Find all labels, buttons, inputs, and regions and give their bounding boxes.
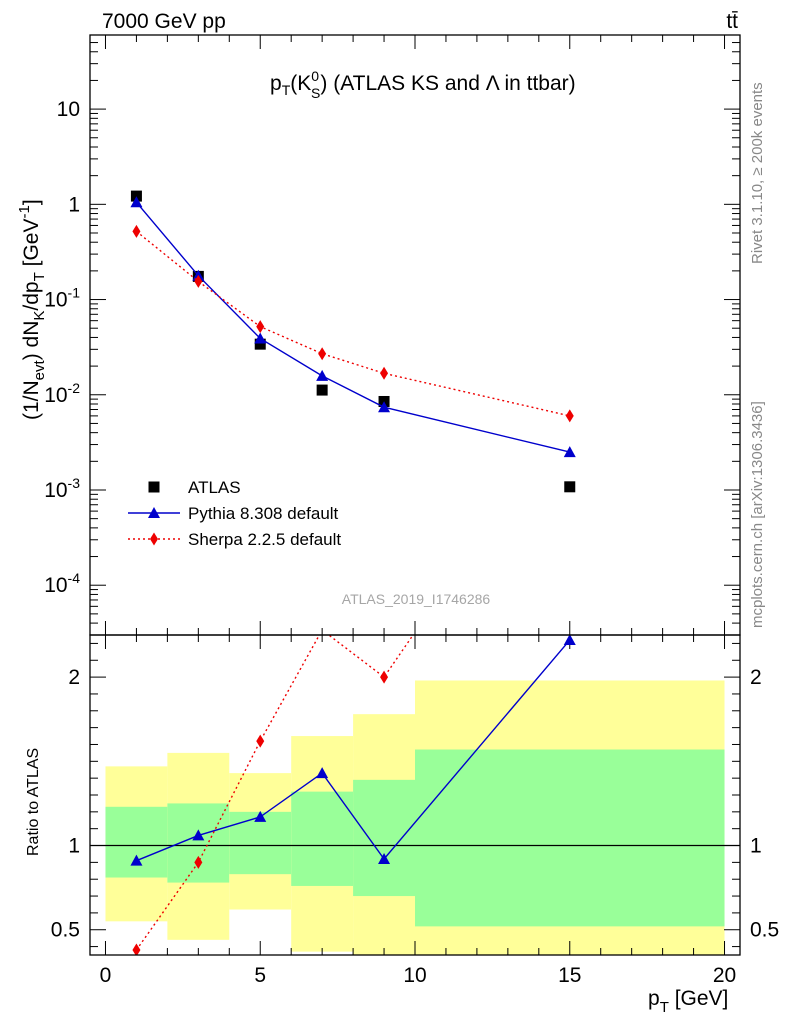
ratio-xtick-label: 20 (713, 964, 736, 987)
legend-marker-2 (150, 532, 158, 546)
ratio-point-1-2 (256, 734, 265, 748)
ratio-series (130, 635, 576, 955)
main-point-2-4 (380, 366, 389, 380)
ratio-point-0-0 (130, 854, 143, 866)
main-plot-title: pT(K0 S) (ATLAS KS and Λ in ttbar) (270, 68, 576, 101)
main-ytick-label: 10-4 (44, 570, 80, 597)
main-point-2-5 (565, 409, 574, 423)
main-ytick-label: 1 (68, 193, 80, 216)
ratio-ytick-label-right: 1 (750, 835, 762, 858)
legend-label-2: Sherpa 2.2.5 default (188, 530, 341, 549)
ratio-point-1-4 (380, 670, 389, 684)
ratio-y-axis-label: Ratio to ATLAS (25, 748, 42, 856)
main-point-0-5 (564, 481, 576, 493)
main-point-2-1 (194, 274, 203, 288)
analysis-id: ATLAS_2019_I1746286 (342, 591, 491, 607)
band-inner-3 (291, 791, 354, 886)
main-point-1-5 (563, 446, 576, 458)
legend-label-0: ATLAS (188, 478, 241, 497)
band-inner-5 (415, 749, 725, 927)
ratio-point-0-5 (563, 635, 576, 646)
ratio-xtick-label: 5 (254, 964, 266, 987)
header-right: tt̄ (726, 10, 738, 33)
main-point-1-2 (254, 332, 267, 344)
main-point-2-0 (132, 224, 141, 238)
main-line-1 (135, 201, 570, 453)
band-inner-0 (105, 806, 168, 878)
main-point-1-4 (378, 401, 391, 413)
ratio-xtick-label: 15 (558, 964, 581, 987)
band-inner-1 (167, 803, 230, 883)
ratio-ytick-label: 0.5 (51, 919, 80, 942)
header-left: 7000 GeV pp (102, 10, 226, 33)
band-inner-4 (353, 779, 415, 897)
ratio-point-0-1 (192, 829, 205, 841)
main-series (130, 190, 576, 493)
ratio-panel-frame (89, 634, 741, 956)
ratio-ytick-label: 2 (68, 666, 80, 689)
ratio-ytick-label-right: 0.5 (750, 919, 779, 942)
main-point-1-0 (130, 196, 143, 208)
ratio-point-1-0 (132, 943, 141, 955)
main-ytick-label: 10-2 (44, 380, 80, 407)
legend-label-1: Pythia 8.308 default (188, 504, 339, 523)
main-ticks: 10-4 10-3 10-2 10-1 1 10 (44, 34, 740, 636)
ratio-ytick-label: 1 (68, 835, 80, 858)
main-ytick-label: 10-1 (44, 285, 80, 312)
main-line-2 (135, 230, 570, 417)
ratio-ticks: 0 5 10 15 20 0.5 0.5 1 1 2 2 (51, 635, 779, 987)
ratio-bands (105, 680, 725, 955)
legend-marker-1 (148, 507, 160, 518)
rivet-label: Rivet 3.1.10, ≥ 200k events (749, 82, 766, 264)
main-point-2-3 (318, 347, 327, 361)
ratio-line-0 (136, 639, 571, 862)
legend: ATLAS Pythia 8.308 default Sherpa 2.2.5 de… (128, 478, 341, 549)
mcplots-label: mcplots.cern.ch [arXiv:1306.3436] (749, 401, 766, 628)
main-point-1-3 (316, 369, 329, 381)
ratio-point-0-4 (378, 853, 391, 864)
main-point-0-2 (254, 338, 266, 350)
ratio-point-0-2 (254, 810, 267, 822)
x-axis-label: pT [GeV] (648, 987, 728, 1016)
main-point-0-3 (316, 384, 328, 396)
ratio-xtick-label: 10 (403, 964, 426, 987)
ratio-series-clipped (130, 635, 576, 955)
ratio-point-0-3 (316, 767, 329, 779)
legend-marker-0 (148, 481, 160, 493)
ratio-ytick-label-right: 2 (750, 666, 762, 689)
ratio-xtick-label: 0 (100, 964, 112, 987)
main-ytick-label: 10-3 (44, 475, 80, 502)
main-y-axis-label: (1/Nevt) dNK/dpT [GeV-1] (16, 199, 48, 420)
band-inner-2 (229, 811, 292, 875)
main-point-0-0 (130, 190, 142, 202)
main-ytick-label: 10 (57, 98, 80, 121)
ratio-point-1-1 (194, 855, 203, 869)
main-point-2-2 (256, 320, 265, 334)
